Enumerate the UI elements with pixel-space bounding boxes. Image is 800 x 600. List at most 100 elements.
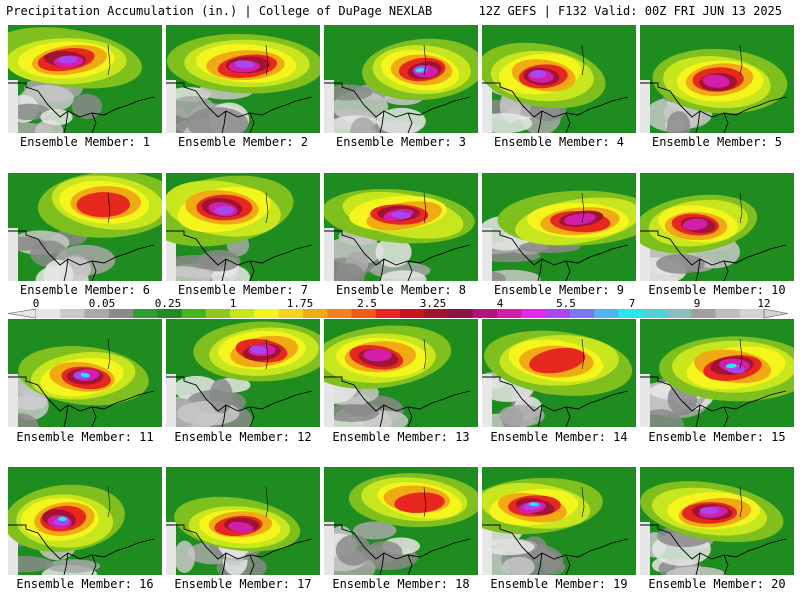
colorbar-swatch <box>351 309 377 318</box>
ensemble-member-map <box>640 467 794 575</box>
colorbar-swatch <box>327 309 352 318</box>
precipitation-map <box>324 25 478 133</box>
precipitation-map <box>166 319 320 427</box>
colorbar-tick-label: 2.5 <box>357 297 377 310</box>
ensemble-member-label: Ensemble Member: 15 <box>648 430 786 444</box>
precipitation-map <box>8 25 162 133</box>
colorbar-tick-label: 0 <box>32 297 40 310</box>
colorbar-swatch <box>60 309 86 318</box>
precipitation-map <box>324 467 478 575</box>
precipitation-map <box>482 25 636 133</box>
ensemble-member-map <box>324 467 478 575</box>
ensemble-member-map <box>166 25 320 133</box>
ensemble-member-map <box>166 173 320 281</box>
colorbar-tick-label: 1.75 <box>286 297 314 310</box>
ensemble-member-map <box>482 319 636 427</box>
ensemble-member-map <box>166 319 320 427</box>
precipitation-map <box>166 467 320 575</box>
colorbar-swatch <box>254 309 280 318</box>
colorbar-swatch <box>666 309 692 318</box>
ensemble-member-label: Ensemble Member: 3 <box>335 135 467 149</box>
colorbar-swatch <box>739 309 765 318</box>
precipitation-map <box>640 173 794 281</box>
colorbar-swatch <box>448 309 474 318</box>
colorbar-tick-label: 9 <box>693 297 701 310</box>
colorbar-swatch <box>230 309 255 318</box>
colorbar-swatch <box>545 309 571 318</box>
ensemble-member-label: Ensemble Member: 6 <box>19 283 151 297</box>
ensemble-member-label: Ensemble Member: 8 <box>335 283 467 297</box>
colorbar-swatch <box>642 309 668 318</box>
ensemble-member-map <box>640 319 794 427</box>
precipitation-map <box>640 467 794 575</box>
ensemble-member-label: Ensemble Member: 5 <box>651 135 783 149</box>
colorbar-swatch <box>691 309 716 318</box>
precipitation-map <box>482 467 636 575</box>
ensemble-member-label: Ensemble Member: 16 <box>16 577 154 591</box>
colorbar-swatch <box>278 309 304 318</box>
colorbar-swatch <box>108 309 134 318</box>
ensemble-member-map <box>324 319 478 427</box>
colorbar-tick-label: 0.05 <box>88 297 116 310</box>
ensemble-member-label: Ensemble Member: 19 <box>490 577 628 591</box>
colorbar-swatch <box>157 309 183 318</box>
precipitation-map <box>8 319 162 427</box>
ensemble-member-map <box>324 25 478 133</box>
ensemble-member-map <box>482 25 636 133</box>
precipitation-map <box>166 25 320 133</box>
ensemble-member-map <box>8 25 162 133</box>
precipitation-map <box>482 173 636 281</box>
ensemble-member-map <box>482 173 636 281</box>
colorbar-swatch <box>715 309 741 318</box>
colorbar-swatch <box>205 309 231 318</box>
precipitation-map <box>166 173 320 281</box>
colorbar-swatch <box>594 309 619 318</box>
ensemble-member-label: Ensemble Member: 2 <box>177 135 309 149</box>
colorbar-swatch <box>521 309 547 318</box>
colorbar-swatch <box>375 309 401 318</box>
colorbar-tick-label: 4 <box>496 297 504 310</box>
ensemble-member-label: Ensemble Member: 12 <box>174 430 312 444</box>
precipitation-map <box>482 319 636 427</box>
ensemble-member-map <box>8 173 162 281</box>
colorbar-tick-label: 3.25 <box>419 297 447 310</box>
precipitation-map <box>8 467 162 575</box>
ensemble-member-label: Ensemble Member: 17 <box>174 577 312 591</box>
ensemble-member-label: Ensemble Member: 9 <box>493 283 625 297</box>
colorbar-swatch <box>302 309 328 318</box>
colorbar-swatch <box>133 309 158 318</box>
model-run-info: 12Z GEFS | F132 Valid: 00Z FRI JUN 13 20… <box>478 4 782 18</box>
ensemble-member-label: Ensemble Member: 10 <box>648 283 786 297</box>
ensemble-member-map <box>640 25 794 133</box>
colorbar-tick-label: 5.5 <box>556 297 576 310</box>
colorbar-swatch <box>497 309 522 318</box>
precipitation-map <box>640 25 794 133</box>
colorbar-tick-label: 12 <box>757 297 771 310</box>
colorbar-swatch <box>181 309 207 318</box>
colorbar-tick-label: 0.25 <box>154 297 182 310</box>
ensemble-member-label: Ensemble Member: 7 <box>177 283 309 297</box>
ensemble-member-label: Ensemble Member: 14 <box>490 430 628 444</box>
ensemble-member-map <box>640 173 794 281</box>
ensemble-member-label: Ensemble Member: 20 <box>648 577 786 591</box>
precipitation-map <box>324 173 478 281</box>
precipitation-colorbar <box>7 308 789 319</box>
colorbar-swatch <box>84 309 110 318</box>
map-title: Precipitation Accumulation (in.) | Colle… <box>6 4 433 18</box>
ensemble-member-label: Ensemble Member: 1 <box>19 135 151 149</box>
colorbar-swatch <box>36 309 61 318</box>
precipitation-map <box>640 319 794 427</box>
ensemble-member-map <box>166 467 320 575</box>
ensemble-member-label: Ensemble Member: 13 <box>332 430 470 444</box>
ensemble-member-label: Ensemble Member: 18 <box>332 577 470 591</box>
ensemble-member-map <box>8 319 162 427</box>
colorbar-tick-label: 7 <box>628 297 636 310</box>
colorbar-swatch <box>472 309 498 318</box>
ensemble-member-label: Ensemble Member: 4 <box>493 135 625 149</box>
colorbar-tick-label: 1 <box>229 297 237 310</box>
colorbar-swatch <box>424 309 450 318</box>
ensemble-member-map <box>482 467 636 575</box>
precipitation-map <box>324 319 478 427</box>
precipitation-map <box>8 173 162 281</box>
colorbar-swatch <box>400 309 425 318</box>
